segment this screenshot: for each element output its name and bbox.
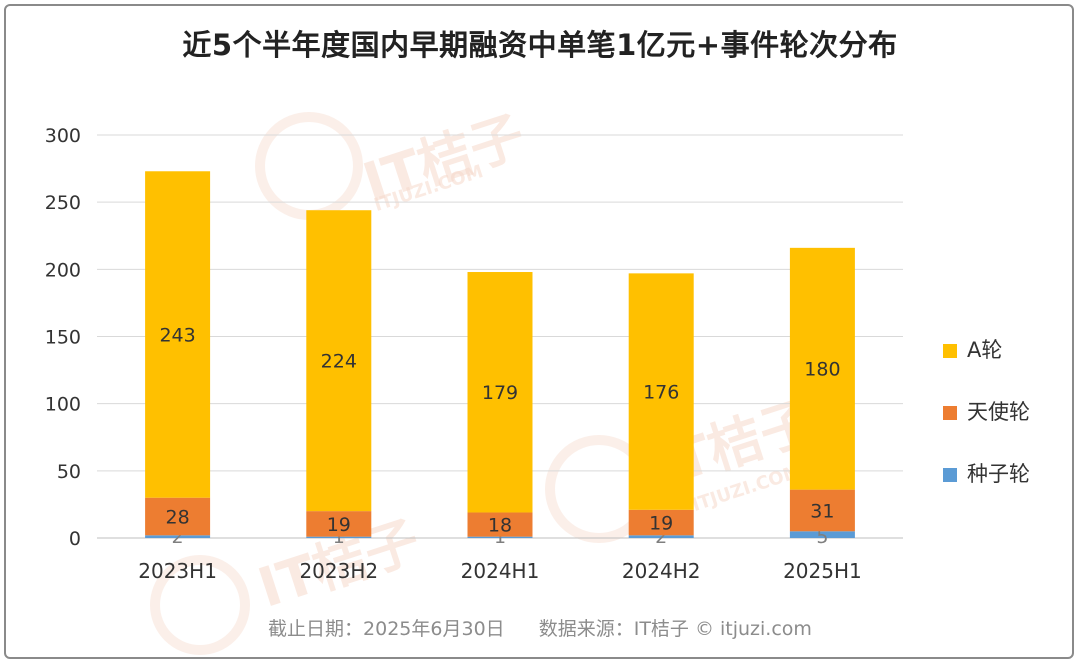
bar-segment [789, 489, 855, 532]
legend-swatch [943, 406, 957, 420]
bar-segment [628, 535, 694, 538]
x-tick-label: 2024H2 [622, 559, 701, 583]
x-tick-label: 2023H2 [299, 559, 378, 583]
data-label: 5 [816, 526, 828, 548]
bar-segment [306, 536, 372, 538]
data-source: 数据来源：IT桔子 © itjuzi.com [538, 618, 812, 640]
bar-segment [306, 511, 372, 537]
bar-segment [467, 536, 533, 538]
cutoff-date: 截止日期：2025年6月30日 [268, 618, 505, 640]
data-label: 19 [327, 514, 351, 536]
legend-swatch [943, 468, 957, 482]
y-tick-label: 300 [45, 125, 81, 147]
data-label: 28 [166, 507, 190, 529]
bar-segment [306, 210, 372, 512]
x-tick-label: 2025H1 [783, 559, 862, 583]
bar-segment [467, 512, 533, 537]
data-label: 19 [649, 513, 673, 535]
y-tick-label: 150 [45, 327, 81, 349]
data-label: 18 [488, 515, 512, 537]
bar-segment [789, 247, 855, 490]
x-tick-label: 2024H1 [461, 559, 540, 583]
x-tick-label: 2023H1 [138, 559, 217, 583]
data-label: 243 [159, 324, 195, 346]
bar-segment [789, 531, 855, 538]
bar-segment [145, 535, 211, 538]
legend-swatch [943, 344, 957, 358]
legend-label: A轮 [967, 338, 1002, 362]
data-label: 180 [804, 359, 840, 381]
bar-segment [145, 497, 211, 536]
bar-segment [145, 171, 211, 498]
chart-footer: 截止日期：2025年6月30日 数据来源：IT桔子 © itjuzi.com [0, 614, 1080, 641]
y-tick-label: 250 [45, 192, 81, 214]
data-label: 179 [482, 382, 518, 404]
legend-label: 天使轮 [967, 400, 1030, 424]
y-tick-label: 100 [45, 394, 81, 416]
chart-title: 近5个半年度国内早期融资中单笔1亿元+事件轮次分布 [182, 28, 898, 62]
y-tick-label: 50 [57, 461, 81, 483]
data-label: 31 [810, 500, 834, 522]
data-label: 224 [321, 351, 357, 373]
bar-segment [628, 509, 694, 536]
y-tick-label: 0 [69, 528, 81, 550]
bar-segment [628, 273, 694, 510]
legend-label: 种子轮 [967, 462, 1030, 486]
stacked-bar-chart: 0501001502002503002282432023H11192242023… [45, 125, 1030, 583]
data-label: 176 [643, 382, 679, 404]
bar-segment [467, 272, 533, 513]
y-tick-label: 200 [45, 259, 81, 281]
